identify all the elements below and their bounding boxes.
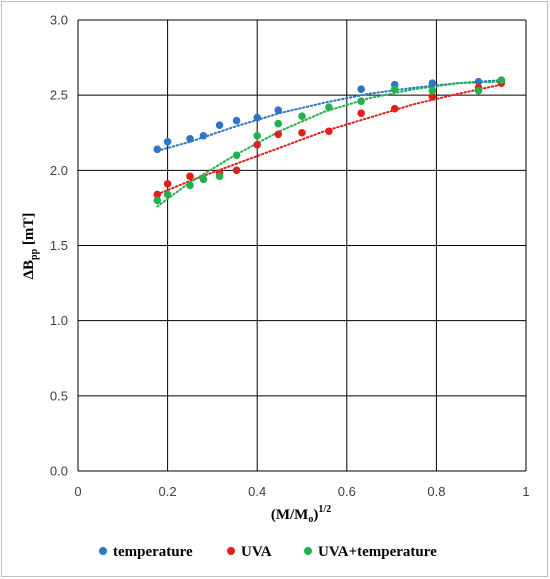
tick-labels: 0.0 0.5 1.0 1.5 2.0 2.5 3.0 0 0.2 0.4 0.6 0.8 1	[50, 13, 530, 500]
point-series-1	[428, 79, 437, 87]
y-tick-label: 0.5	[50, 388, 68, 403]
point-series-3	[232, 151, 241, 160]
trendline-3	[156, 80, 503, 208]
x-tick-label: 0	[74, 484, 81, 499]
point-series-3	[357, 97, 365, 105]
point-series-2	[153, 190, 162, 199]
point-series-2	[390, 104, 399, 113]
point-series-3	[390, 85, 399, 93]
point-series-3	[153, 196, 162, 205]
y-axis-title: ΔBpp [mT]	[21, 213, 40, 280]
point-series-2	[428, 92, 437, 101]
y-tick-label: 0.0	[50, 464, 68, 479]
point-series-2	[186, 172, 194, 181]
point-series-2	[232, 166, 241, 175]
y-tick-label: 2.0	[50, 163, 68, 178]
legend-label-1: temperature	[113, 544, 193, 560]
trend-lines	[156, 79, 503, 208]
point-series-1	[199, 131, 208, 140]
y-tick-label: 1.0	[50, 313, 68, 328]
point-series-1	[357, 85, 365, 93]
legend-marker-3	[304, 547, 312, 555]
legend: temperature UVA UVA+temperature	[99, 544, 437, 560]
y-tick-label: 3.0	[50, 13, 68, 28]
point-series-2	[325, 127, 333, 136]
x-tick-label: 0.4	[248, 484, 266, 499]
point-series-1	[153, 145, 162, 154]
point-series-1	[186, 134, 194, 143]
legend-label-2: UVA	[241, 544, 272, 560]
point-series-2	[274, 130, 283, 139]
point-series-1	[274, 106, 283, 114]
point-series-2	[357, 109, 365, 118]
point-series-3	[298, 112, 306, 121]
y-tick-label: 1.5	[50, 238, 68, 253]
x-axis-title: (M/Mo)1/2	[271, 504, 331, 525]
point-series-3	[325, 103, 333, 111]
point-series-2	[253, 140, 261, 149]
point-series-1	[163, 137, 172, 146]
point-series-3	[163, 190, 172, 199]
legend-marker-1	[99, 547, 107, 555]
trendline-2	[156, 83, 503, 196]
trendline-1	[156, 79, 503, 152]
point-series-3	[474, 86, 483, 95]
x-tick-label: 0.6	[338, 484, 356, 499]
data-points	[153, 76, 506, 205]
grid-lines	[77, 19, 527, 472]
point-series-2	[298, 128, 306, 137]
point-series-3	[253, 131, 261, 140]
x-tick-label: 0.2	[159, 484, 177, 499]
point-series-1	[253, 113, 261, 122]
point-series-3	[428, 86, 437, 95]
point-series-3	[274, 119, 283, 128]
x-tick-label: 0.8	[427, 484, 445, 499]
point-series-3	[497, 76, 506, 84]
point-series-1	[232, 116, 241, 125]
x-tick-label: 1	[522, 484, 529, 499]
legend-label-3: UVA+temperature	[318, 544, 437, 560]
y-tick-label: 2.5	[50, 88, 68, 103]
point-series-1	[215, 121, 224, 130]
point-series-1	[474, 77, 483, 86]
legend-marker-2	[227, 547, 235, 555]
point-series-3	[186, 181, 194, 190]
point-series-2	[163, 180, 172, 188]
point-series-3	[199, 175, 208, 184]
point-series-3	[215, 172, 224, 181]
